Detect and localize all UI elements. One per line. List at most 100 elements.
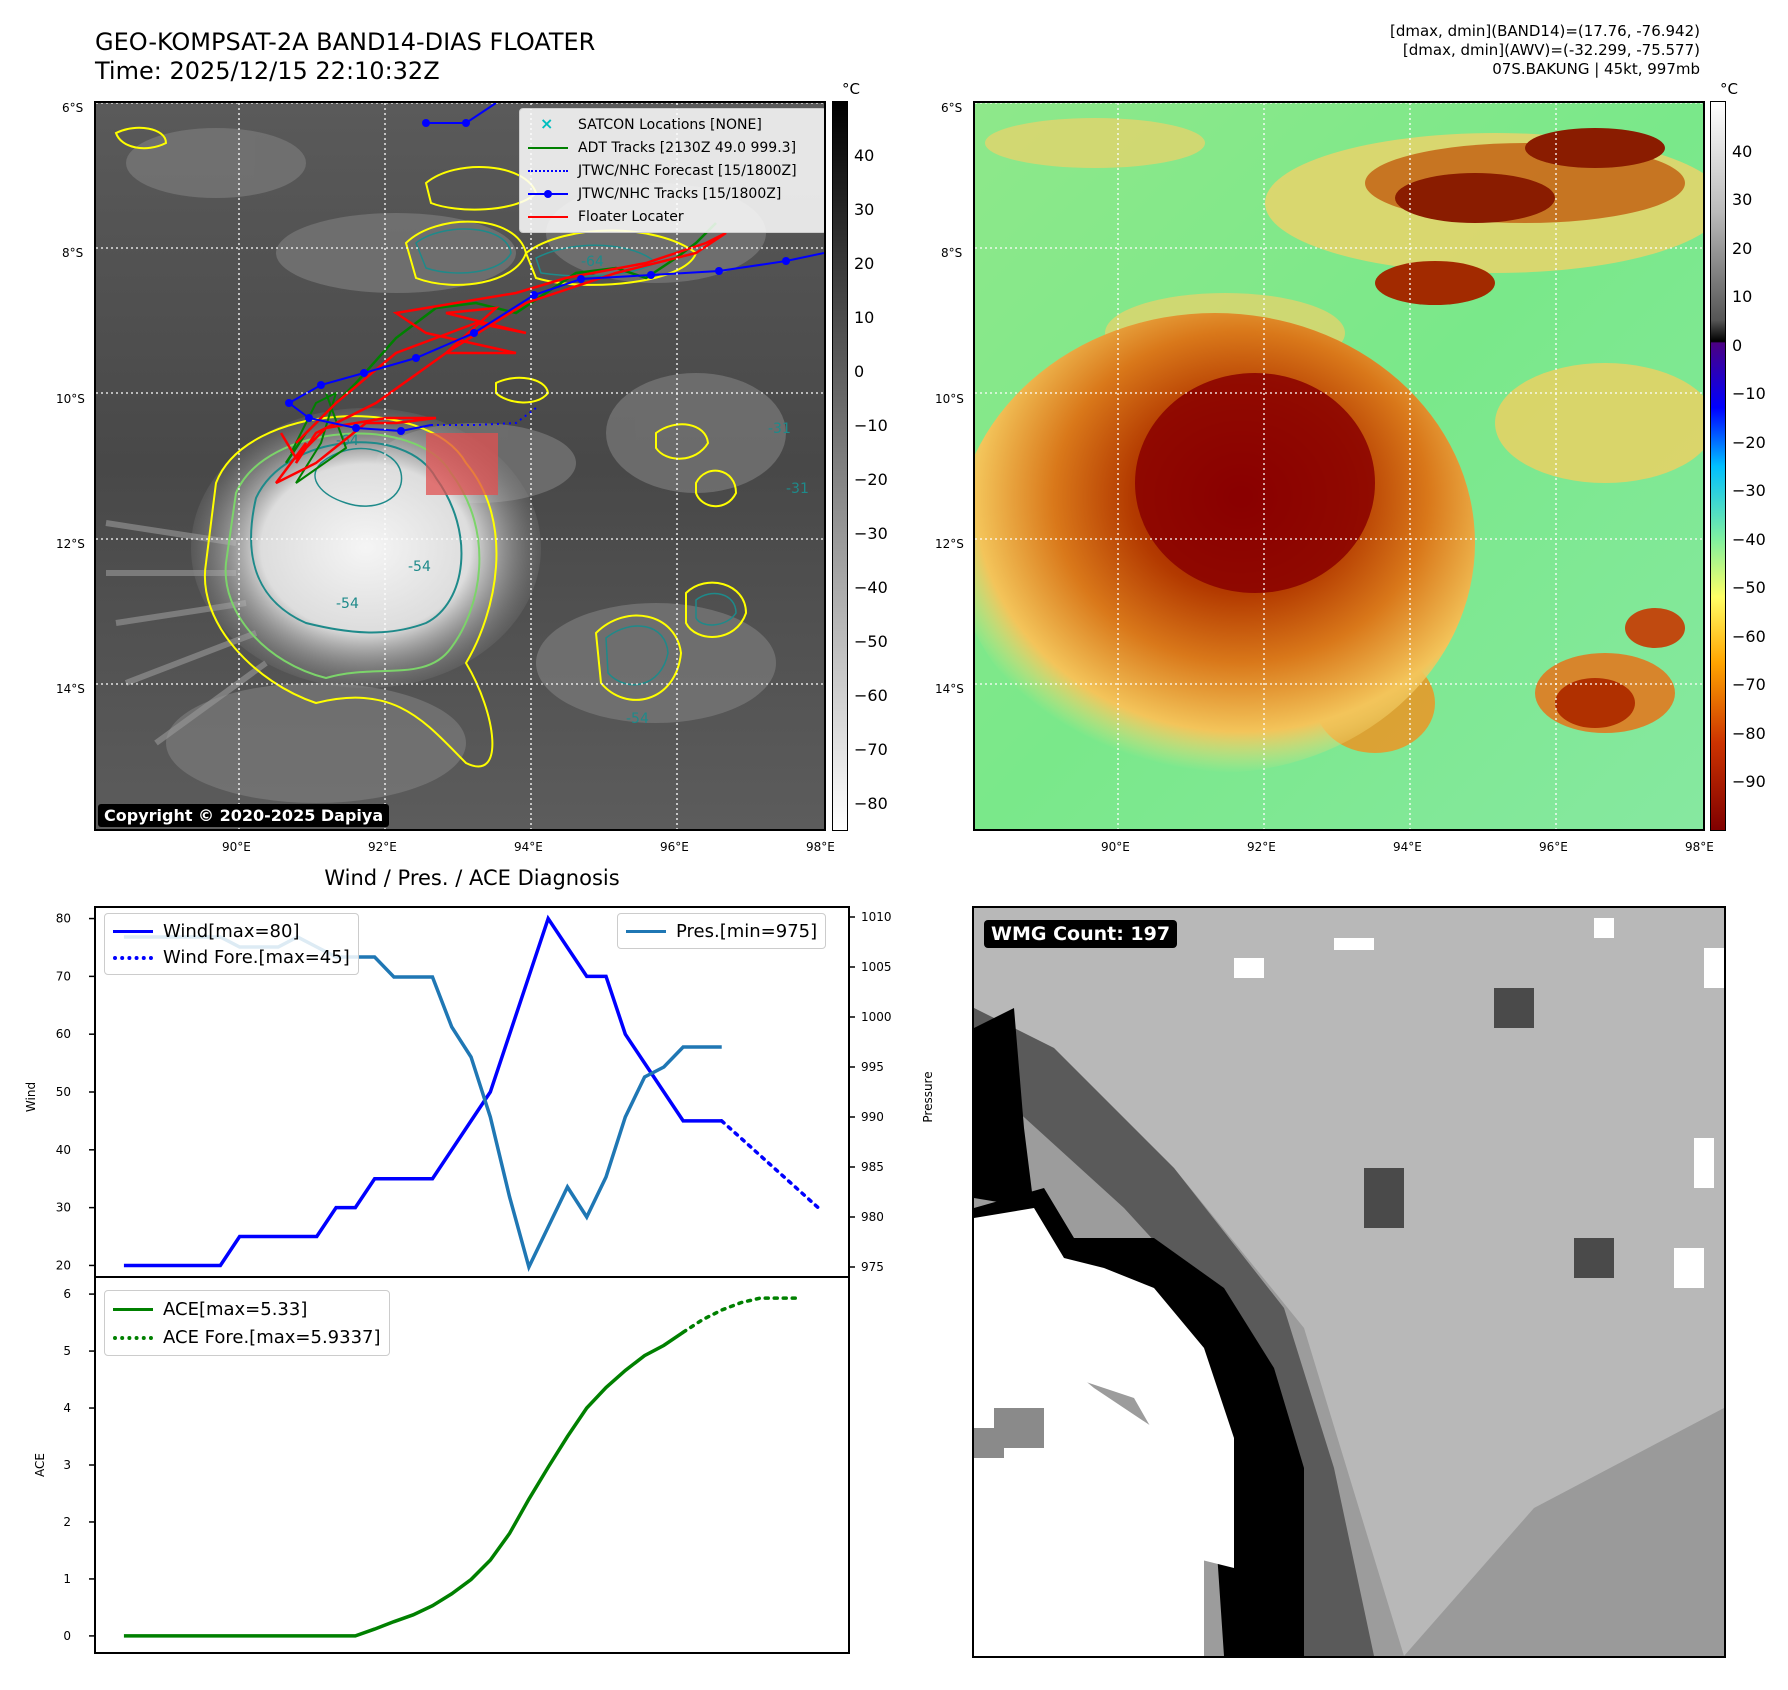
contour-label: -31 (768, 421, 791, 437)
contour-label: -54 (626, 711, 649, 727)
cold-cloud-top (1135, 373, 1375, 593)
legend-entry-adt: ADT Tracks [2130Z 49.0 999.3] (528, 136, 818, 159)
y-tick-label: 5 (63, 1344, 71, 1358)
lat-label: 14°S (56, 682, 85, 696)
pressure-axis-label: Pressure (921, 1071, 935, 1122)
lon-label: 92°E (368, 840, 397, 854)
colorbar-left-ticks: 40 30 20 10 0 −10 −20 −30 −40 −50 −60 −7… (854, 146, 888, 813)
series-line-observed (123, 914, 722, 1268)
lon-label: 90°E (222, 840, 251, 854)
lon-label: 96°E (1539, 840, 1568, 854)
wind-ticks: 20 30 40 50 60 70 80 (56, 912, 95, 1272)
colorbar-unit: °C (1720, 80, 1738, 98)
lon-label: 98°E (806, 840, 835, 854)
y-tick-label: 995 (861, 1060, 884, 1074)
ace-legend: ACE[max=5.33] ACE Fore.[max=5.9337] (104, 1290, 390, 1356)
diagnosis-title: Wind / Pres. / ACE Diagnosis (324, 866, 620, 890)
dark-pixels (1364, 988, 1614, 1278)
ace-axis-label: ACE (33, 1453, 47, 1477)
y-tick-label: 980 (861, 1210, 884, 1224)
lon-label: 94°E (1393, 840, 1422, 854)
ir-grayscale-map: -64 -54 -31 -64 -31 -54 -54 (94, 101, 826, 831)
white-region (974, 1208, 1234, 1568)
contour-label: -64 (336, 433, 359, 449)
cloud-top-patches (985, 118, 1703, 753)
series-line-forecast (681, 1296, 801, 1335)
y-tick-label: 990 (861, 1110, 884, 1124)
lat-label: 8°S (941, 246, 963, 260)
y-tick-label: 1010 (861, 910, 892, 924)
lat-label: 10°S (56, 392, 85, 406)
lon-label: 90°E (1101, 840, 1130, 854)
color-colorbar (1710, 101, 1726, 831)
wind-axis-label: Wind (24, 1082, 38, 1112)
y-tick-label: 70 (56, 969, 71, 983)
wind-legend: Wind[max=80] Wind Fore.[max=45] (104, 913, 359, 975)
lon-label: 92°E (1247, 840, 1276, 854)
black-region (974, 1008, 1034, 1208)
pressure-legend: Pres.[min=975] (617, 913, 827, 949)
white-pixels (1234, 918, 1724, 1288)
y-tick-label: 985 (861, 1160, 884, 1174)
floater-locater-box (426, 433, 498, 495)
wind-series (123, 914, 820, 1268)
y-tick-label: 1005 (861, 960, 892, 974)
legend-entry-jtwc-forecast: JTWC/NHC Forecast [15/1800Z] (528, 159, 818, 182)
lat-label: 12°S (56, 537, 85, 551)
grayscale-colorbar (832, 101, 848, 831)
y-tick-label: 0 (63, 1629, 71, 1643)
lon-label: 96°E (660, 840, 689, 854)
legend-entry-wind: Wind[max=80] (113, 918, 350, 944)
y-tick-label: 20 (56, 1258, 71, 1272)
wmg-count-label: WMG Count: 197 (984, 920, 1178, 948)
wmg-panel: WMG Count: 197 (972, 906, 1726, 1658)
legend-entry-ace: ACE[max=5.33] (113, 1295, 381, 1323)
lat-label: 6°S (941, 101, 963, 115)
y-tick-label: 50 (56, 1085, 71, 1099)
lat-label: 10°S (935, 392, 964, 406)
colorbar-right-ticks: 40 30 20 10 0 −10 −20 −30 −40 −50 −60 −7… (1732, 142, 1766, 791)
lat-label: 6°S (62, 101, 84, 115)
pressure-series (123, 935, 722, 1272)
map-legend: × SATCON Locations [NONE] ADT Tracks [21… (519, 108, 824, 233)
y-tick-label: 30 (56, 1201, 71, 1215)
lat-label: 8°S (62, 246, 84, 260)
info-band14: [dmax, dmin](BAND14)=(17.76, -76.942) (1389, 22, 1700, 40)
y-tick-label: 80 (56, 912, 71, 926)
contour-label: -64 (581, 254, 604, 270)
series-line-forecast (719, 1119, 820, 1210)
lon-label: 98°E (1685, 840, 1714, 854)
wmg-image-svg (974, 908, 1724, 1656)
color-map-svg (975, 103, 1703, 829)
contour-label: -54 (336, 596, 359, 612)
floater-locater-track (275, 231, 727, 485)
colorbar-unit: °C (842, 80, 860, 98)
y-tick-label: 1000 (861, 1010, 892, 1024)
lat-label: 12°S (935, 537, 964, 551)
legend-entry-pressure: Pres.[min=975] (626, 918, 817, 944)
map-gridlines (975, 103, 1703, 829)
legend-entry-jtwc-tracks: JTWC/NHC Tracks [15/1800Z] (528, 182, 818, 205)
series-line-observed (123, 935, 722, 1272)
y-tick-label: 40 (56, 1143, 71, 1157)
y-tick-label: 1 (63, 1572, 71, 1586)
y-tick-label: 3 (63, 1458, 71, 1472)
x-marker-icon: × (540, 113, 554, 133)
pressure-ticks: 975 980 985 990 995 1000 1005 1010 (849, 910, 892, 1274)
legend-entry-satcon: × SATCON Locations [NONE] (540, 113, 762, 133)
series-line-observed (123, 1330, 685, 1638)
y-tick-label: 975 (861, 1260, 884, 1274)
figure-title-line1: GEO-KOMPSAT-2A BAND14-DIAS FLOATER (95, 28, 596, 56)
legend-entry-wind-forecast: Wind Fore.[max=45] (113, 944, 350, 970)
contour-label: -31 (786, 481, 809, 497)
y-tick-label: 2 (63, 1515, 71, 1529)
ir-color-map (973, 101, 1705, 831)
info-block: [dmax, dmin](BAND14)=(17.76, -76.942) [d… (1390, 22, 1700, 79)
figure-title-line2: Time: 2025/12/15 22:10:32Z (95, 57, 440, 85)
warm-region (974, 908, 1724, 1656)
y-tick-label: 6 (63, 1287, 71, 1301)
info-storm: 07S.BAKUNG | 45kt, 997mb (1492, 60, 1700, 78)
ace-ticks: 0 1 2 3 4 5 6 (63, 1287, 95, 1643)
lon-label: 94°E (514, 840, 543, 854)
